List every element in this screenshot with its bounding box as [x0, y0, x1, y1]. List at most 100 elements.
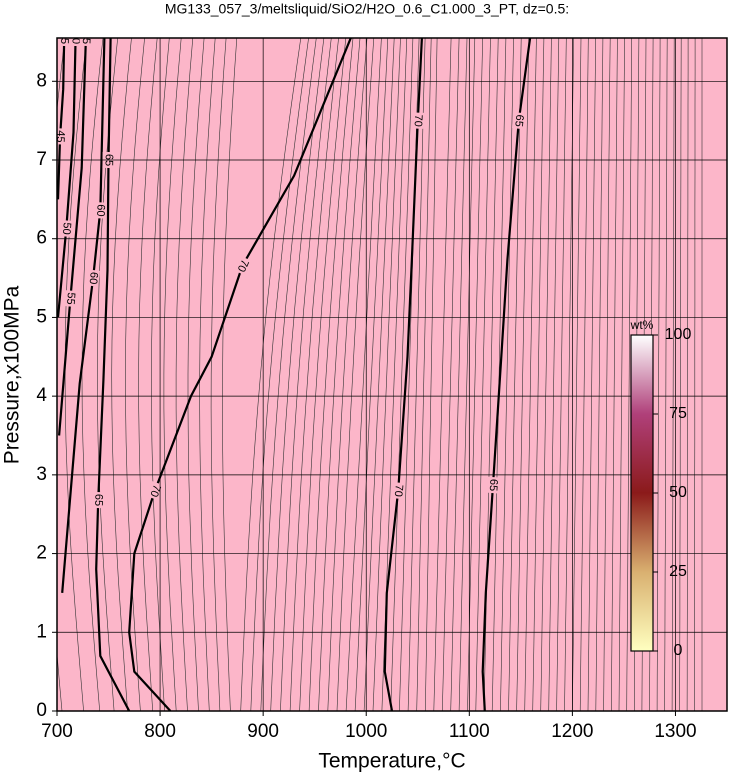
colorbar-tick-label: 100	[665, 326, 692, 343]
x-tick-label: 900	[247, 721, 279, 742]
thin-contour	[540, 38, 552, 711]
thin-contour	[508, 38, 522, 711]
thin-contour	[175, 38, 194, 711]
thin-contour	[289, 38, 339, 711]
thin-contour	[407, 38, 426, 711]
plot-background	[57, 38, 727, 711]
y-tick-label: 5	[36, 306, 47, 327]
thin-contour	[532, 38, 545, 711]
contour-line	[481, 38, 532, 711]
contour-label: 70	[392, 484, 405, 497]
contour-line	[57, 38, 77, 318]
contour-label-bg	[486, 476, 500, 494]
contour-label: 65	[92, 494, 104, 507]
contour-label: 55	[80, 32, 92, 45]
thin-contour	[433, 38, 452, 711]
thin-contour	[280, 38, 332, 711]
y-tick-label: 2	[36, 543, 47, 564]
thin-contour	[548, 38, 560, 711]
thin-contour	[327, 38, 368, 711]
contour-label: 70	[147, 483, 162, 499]
contour-label-bg	[58, 38, 71, 47]
thin-contour	[475, 38, 491, 711]
thin-contour	[556, 38, 567, 711]
thin-contour	[354, 38, 389, 711]
x-tick-label: 1000	[345, 721, 387, 742]
colorbar-tick-label: 50	[669, 484, 687, 501]
thin-contour	[199, 38, 216, 711]
thin-contour	[595, 38, 604, 711]
thin-contour	[345, 38, 382, 711]
chart-title: MG133_057_3/meltsliquid/SiO2/H2O_0.6_C1.…	[165, 1, 569, 17]
contour-label-bg	[86, 269, 100, 287]
contour-line	[128, 38, 352, 711]
contour-label-bg	[146, 481, 164, 501]
y-tick-label: 4	[36, 385, 47, 406]
thin-contour	[458, 38, 476, 711]
thin-contour	[299, 38, 347, 711]
thin-contour	[187, 38, 205, 711]
contour-label-bg	[411, 112, 425, 129]
contour-label: 70	[412, 114, 425, 127]
thin-contour	[163, 38, 182, 711]
contour-label-bg	[233, 255, 252, 276]
x-axis-label: Temperature,°C	[318, 750, 465, 773]
contour-label-bg	[93, 202, 107, 219]
contour-label: 60	[94, 204, 107, 217]
thin-contour	[125, 38, 145, 711]
thin-contour	[524, 38, 537, 711]
thin-contour	[111, 38, 132, 711]
thin-contour	[626, 38, 632, 711]
x-tick-label: 1300	[654, 721, 696, 742]
thin-contour	[442, 38, 460, 711]
thin-contour	[416, 38, 432, 711]
thin-contour	[250, 38, 309, 711]
contour-label: 50	[60, 222, 73, 235]
thin-contour	[260, 38, 317, 711]
contour-label: 50	[70, 32, 82, 45]
x-tick-label: 800	[144, 721, 176, 742]
y-tick-label: 6	[36, 228, 47, 249]
thin-contour	[656, 38, 661, 711]
contour-line	[58, 38, 87, 436]
thin-contour	[390, 38, 414, 711]
colorbar-tick-label: 75	[669, 405, 687, 422]
contour-label: 45	[58, 32, 70, 44]
thin-contour	[81, 38, 104, 711]
thin-contour	[318, 38, 361, 711]
thin-contour	[270, 38, 325, 711]
thin-contour	[611, 38, 618, 711]
thin-contour	[686, 38, 689, 711]
thin-contour	[450, 38, 468, 711]
colorbar-tick-label: 25	[669, 563, 687, 580]
thin-contour	[679, 38, 682, 711]
plot-frame	[56, 37, 728, 712]
thin-contour	[516, 38, 530, 711]
thin-contour	[363, 38, 395, 711]
contour-label-bg	[57, 128, 67, 145]
thin-contour	[467, 38, 483, 711]
x-tick-label: 700	[41, 721, 73, 742]
thin-contour	[603, 38, 611, 711]
contour-label: 45	[54, 130, 67, 143]
colorbar-label: wt%	[630, 318, 654, 332]
contour-label-bg	[512, 112, 526, 130]
y-tick-label: 0	[36, 700, 47, 721]
contour-label: 55	[64, 292, 77, 305]
x-tick-label: 1200	[551, 721, 593, 742]
thin-contour	[664, 38, 668, 711]
contour-label-bg	[91, 491, 105, 509]
contour-label: 65	[512, 114, 525, 127]
thin-contour	[618, 38, 625, 711]
contour-line	[57, 38, 66, 200]
thin-contour	[138, 38, 158, 711]
thin-contour	[425, 38, 438, 711]
y-tick-label: 3	[36, 464, 47, 485]
contour-label-bg	[69, 38, 82, 47]
thin-contour	[694, 38, 696, 711]
x-tick-label: 1100	[449, 721, 490, 742]
colorbar	[630, 334, 654, 652]
y-tick-label: 1	[36, 621, 47, 642]
thin-contour	[372, 38, 401, 711]
